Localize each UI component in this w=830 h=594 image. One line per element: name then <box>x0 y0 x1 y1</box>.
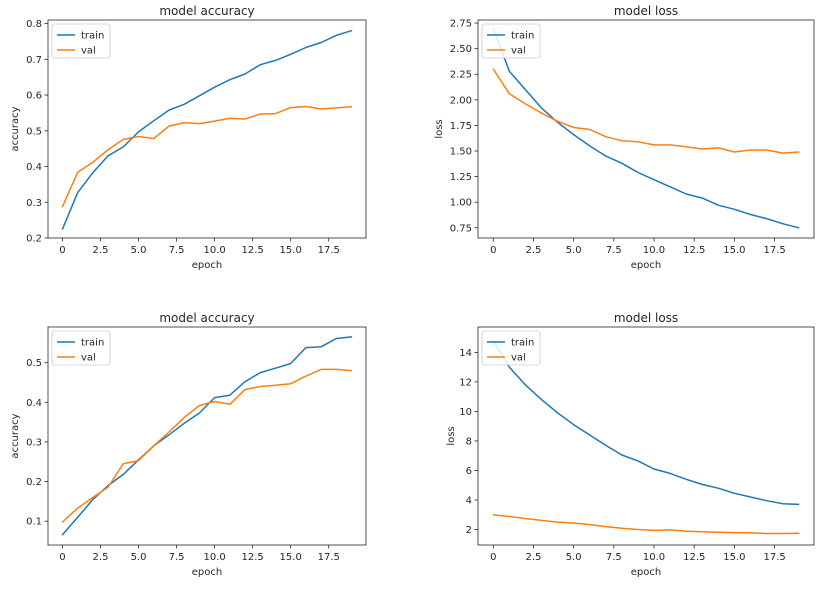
y-tick-label: 12 <box>459 377 472 388</box>
y-tick-label: 10 <box>459 407 472 418</box>
x-tick-label: 5.0 <box>566 552 582 563</box>
x-tick-label: 5.0 <box>131 245 147 256</box>
y-tick-label: 6 <box>466 466 472 477</box>
y-tick-label: 1.25 <box>450 172 472 183</box>
y-tick-label: 2.75 <box>450 19 472 30</box>
legend-label-train: train <box>81 338 104 349</box>
series-line-train <box>492 339 800 506</box>
legend-label-train: train <box>511 338 534 349</box>
legend-label-val: val <box>81 353 96 364</box>
x-tick-label: 17.5 <box>318 245 340 256</box>
chart-4: model loss 0 2.5 5.0 7.5 10.0 12.5 15.0 17.5 2 4 6 8… <box>446 311 815 578</box>
y-tick-label: 0.3 <box>26 437 42 448</box>
y-tick-label: 0.4 <box>26 398 42 409</box>
y-tick-label: 0.6 <box>26 91 42 102</box>
x-tick-label: 15.0 <box>280 552 302 563</box>
series-line-train <box>61 29 353 230</box>
x-tick-label: 7.5 <box>606 552 622 563</box>
chart-1: model accuracy 0 2.5 5.0 7.5 10.0 12.5 15.0 17.5… <box>10 4 367 271</box>
x-tick-label: 17.5 <box>763 552 785 563</box>
x-tick-label: 7.5 <box>169 245 185 256</box>
series-line-val <box>492 68 800 154</box>
legend-label-val: val <box>511 353 526 364</box>
series-line-train <box>492 27 800 229</box>
y-tick-label: 2.25 <box>450 70 472 81</box>
x-tick-label: 2.5 <box>93 552 109 563</box>
chart-3: model accuracy 0 2.5 5.0 7.5 10.0 12.5 15.0 17.5… <box>10 311 367 578</box>
x-tick-label: 7.5 <box>169 552 185 563</box>
legend-label-val: val <box>511 46 526 57</box>
x-tick-label: 10.0 <box>203 552 225 563</box>
x-tick-label: 17.5 <box>318 552 340 563</box>
y-tick-label: 2 <box>466 525 472 536</box>
y-tick-label: 0.4 <box>26 162 42 173</box>
y-tick-label: 2.50 <box>450 44 472 55</box>
x-tick-label: 7.5 <box>606 245 622 256</box>
y-tick-label: 0.75 <box>450 223 472 234</box>
chart-title: model accuracy <box>159 311 254 325</box>
x-tick-label: 10.0 <box>203 245 225 256</box>
legend-label-train: train <box>81 31 104 42</box>
x-tick-label: 15.0 <box>723 245 745 256</box>
x-tick-label: 12.5 <box>683 552 705 563</box>
x-tick-label: 2.5 <box>93 245 109 256</box>
x-tick-label: 12.5 <box>683 245 705 256</box>
y-tick-label: 0.2 <box>26 477 42 488</box>
x-tick-label: 5.0 <box>566 245 582 256</box>
y-tick-label: 0.1 <box>26 517 42 528</box>
chart-title: model accuracy <box>159 4 254 18</box>
y-tick-label: 14 <box>459 348 472 359</box>
x-tick-label: 5.0 <box>131 552 147 563</box>
y-axis-label: accuracy <box>10 106 21 151</box>
series-line-val <box>492 513 800 535</box>
y-axis-label: accuracy <box>10 413 21 458</box>
x-tick-label: 0 <box>490 245 496 256</box>
y-axis-label: loss <box>446 426 457 445</box>
series-line-val <box>61 368 353 523</box>
y-tick-label: 4 <box>466 495 472 506</box>
y-tick-label: 1.75 <box>450 121 472 132</box>
x-axis-label: epoch <box>631 260 661 271</box>
chart-2: model loss 0 2.5 5.0 7.5 10.0 12.5 15.0 17.5 0.75… <box>434 4 815 271</box>
y-tick-label: 2.00 <box>450 95 472 106</box>
y-tick-label: 0.3 <box>26 198 42 209</box>
x-tick-label: 12.5 <box>242 552 264 563</box>
x-axis-label: epoch <box>192 260 222 271</box>
x-tick-label: 12.5 <box>242 245 264 256</box>
chart-title: model loss <box>614 311 678 325</box>
legend-label-val: val <box>81 46 96 57</box>
x-tick-label: 10.0 <box>643 245 665 256</box>
x-tick-label: 2.5 <box>526 245 542 256</box>
x-axis-label: epoch <box>192 567 222 578</box>
x-tick-label: 10.0 <box>643 552 665 563</box>
y-tick-label: 0.5 <box>26 126 42 137</box>
y-tick-label: 1.50 <box>450 147 472 158</box>
y-tick-label: 1.00 <box>450 198 472 209</box>
x-tick-label: 17.5 <box>763 245 785 256</box>
chart-title: model loss <box>614 4 678 18</box>
x-tick-label: 15.0 <box>723 552 745 563</box>
x-tick-label: 15.0 <box>280 245 302 256</box>
x-tick-label: 0 <box>59 245 65 256</box>
y-tick-label: 0.7 <box>26 55 42 66</box>
series-line-val <box>61 105 353 208</box>
x-tick-label: 2.5 <box>526 552 542 563</box>
y-tick-label: 0.8 <box>26 19 42 30</box>
x-axis-label: epoch <box>631 567 661 578</box>
x-tick-label: 0 <box>490 552 496 563</box>
legend-label-train: train <box>511 31 534 42</box>
y-tick-label: 0.5 <box>26 358 42 369</box>
y-tick-label: 0.2 <box>26 234 42 245</box>
x-tick-label: 0 <box>59 552 65 563</box>
y-tick-label: 8 <box>466 436 472 447</box>
y-axis-label: loss <box>434 119 445 138</box>
